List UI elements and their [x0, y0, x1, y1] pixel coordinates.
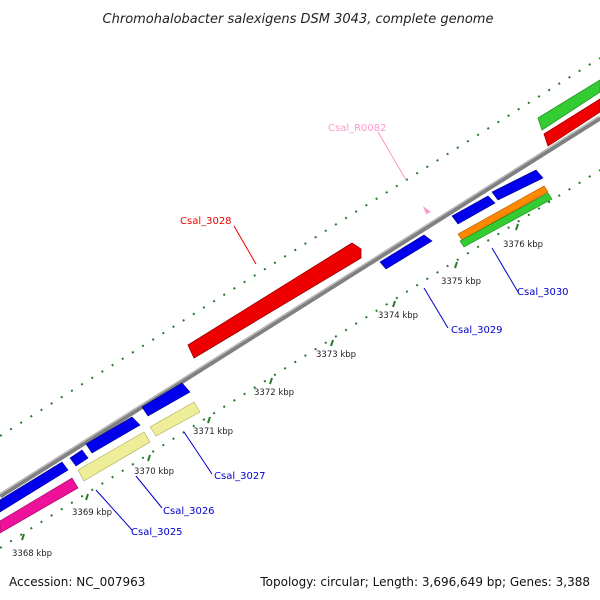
cds-features	[0, 169, 544, 513]
tick-label: 3374 kbp	[378, 311, 418, 321]
backbone-line	[0, 115, 600, 499]
gene-label-csal-3029[interactable]: Csal_3029	[451, 325, 503, 336]
gene-label-csal-3026[interactable]: Csal_3026	[163, 506, 215, 517]
tick-label: 3368 kbp	[12, 549, 52, 559]
outer-features	[537, 79, 600, 147]
tick-mark	[21, 533, 25, 541]
tick-mark	[392, 300, 396, 308]
gene-csal-3025-a[interactable]	[0, 461, 69, 513]
map-title: Chromohalobacter salexigens DSM 3043, co…	[103, 12, 494, 27]
gene-csal-3030-b[interactable]	[491, 169, 544, 201]
gene-csal-3030-a[interactable]	[451, 195, 496, 225]
orange-track-feature[interactable]	[457, 185, 549, 241]
yellow-track-feature-a[interactable]	[149, 401, 201, 437]
tick-label: 3376 kbp	[503, 240, 543, 250]
gene-label-csal-r0082[interactable]: Csal_R0082	[328, 123, 387, 134]
tick-label: 3372 kbp	[254, 388, 294, 398]
tick-label: 3375 kbp	[441, 277, 481, 287]
leader-csal-3025	[95, 489, 133, 531]
leader-csal-3027	[183, 431, 213, 475]
tick-mark	[85, 493, 89, 501]
yellow-track-feature-b[interactable]	[77, 431, 151, 482]
colored-tracks-left	[0, 401, 201, 534]
backbone-highlight	[0, 115, 600, 495]
tick-mark	[330, 339, 334, 347]
tick-marks: 3368 kbp 3369 kbp 3370 kbp 3371 kbp 3372…	[12, 223, 543, 559]
tick-label: 3373 kbp	[316, 350, 356, 360]
tick-mark	[207, 416, 211, 424]
red-feature-top[interactable]	[543, 98, 600, 147]
tick-mark	[454, 261, 458, 269]
colored-tracks-right	[457, 185, 553, 248]
leader-csal-3026	[135, 475, 163, 509]
gene-label-csal-3030[interactable]: Csal_3030	[517, 287, 569, 298]
leader-csal-3029	[423, 287, 449, 329]
gene-labels: Csal_R0082 Csal_3028 Csal_3030 Csal_3029…	[131, 123, 569, 538]
tick-label: 3371 kbp	[193, 427, 233, 437]
gene-csal-3027-a[interactable]	[141, 382, 191, 417]
magenta-track-feature[interactable]	[0, 477, 79, 534]
gene-csal-3026-a[interactable]	[69, 449, 89, 467]
leader-csal-3028	[233, 225, 257, 265]
genome-summary-text: Topology: circular; Length: 3,696,649 bp…	[259, 575, 590, 589]
accession-text: Accession: NC_007963	[9, 575, 145, 589]
gene-csal-3029[interactable]	[379, 234, 433, 270]
leader-csal-3030	[491, 247, 519, 293]
tick-mark	[269, 377, 273, 385]
tick-mark	[515, 223, 519, 231]
label-leaders	[95, 131, 519, 531]
gene-label-csal-3027[interactable]: Csal_3027	[214, 471, 266, 482]
green-track-feature[interactable]	[459, 192, 553, 248]
rna-csal-r0082[interactable]	[423, 206, 431, 214]
inner-tick-guide	[0, 169, 600, 549]
gene-csal-3027-b[interactable]	[85, 416, 141, 454]
leader-csal-r0082	[377, 131, 407, 181]
green-feature[interactable]	[537, 79, 600, 131]
gene-csal-3028[interactable]	[187, 242, 362, 359]
gene-label-csal-3025[interactable]: Csal_3025	[131, 527, 183, 538]
backbone	[0, 115, 600, 499]
tick-label: 3370 kbp	[134, 467, 174, 477]
gene-label-csal-3028[interactable]: Csal_3028	[180, 216, 232, 227]
tick-mark	[147, 454, 151, 462]
tick-label: 3369 kbp	[72, 508, 112, 518]
